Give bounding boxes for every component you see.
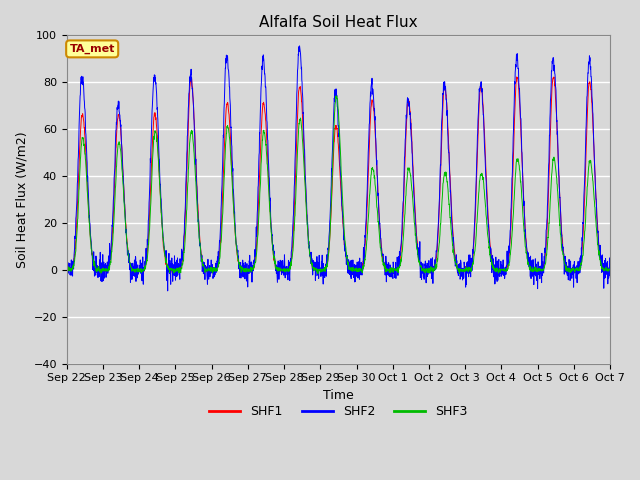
SHF3 bbox=[214, 262, 222, 267]
SHF2 bbox=[574, 270, 582, 276]
SHF3 bbox=[63, 267, 70, 273]
SHF1 bbox=[559, 238, 566, 243]
Title: Alfalfa Soil Heat Flux: Alfalfa Soil Heat Flux bbox=[259, 15, 418, 30]
SHF3 bbox=[574, 267, 582, 273]
SHF2 bbox=[559, 249, 566, 254]
SHF3 bbox=[606, 267, 614, 273]
SHF2 bbox=[164, 288, 172, 294]
SHF3 bbox=[314, 271, 322, 276]
SHF3 bbox=[332, 93, 340, 99]
SHF2 bbox=[63, 260, 70, 265]
SHF2 bbox=[296, 43, 303, 49]
SHF2 bbox=[367, 97, 374, 103]
SHF3 bbox=[559, 248, 566, 254]
Line: SHF2: SHF2 bbox=[67, 46, 610, 291]
SHF2 bbox=[497, 271, 504, 276]
SHF3 bbox=[497, 267, 504, 273]
SHF1 bbox=[214, 262, 222, 267]
SHF3 bbox=[355, 268, 362, 274]
SHF1 bbox=[574, 267, 582, 273]
SHF3 bbox=[367, 182, 374, 188]
Line: SHF1: SHF1 bbox=[67, 77, 610, 273]
SHF2 bbox=[355, 275, 362, 280]
SHF1 bbox=[497, 267, 504, 273]
Legend: SHF1, SHF2, SHF3: SHF1, SHF2, SHF3 bbox=[204, 400, 472, 423]
SHF1 bbox=[513, 74, 520, 80]
SHF1 bbox=[354, 268, 362, 274]
Text: TA_met: TA_met bbox=[70, 44, 115, 54]
SHF1 bbox=[63, 265, 70, 271]
SHF1 bbox=[606, 268, 614, 274]
SHF2 bbox=[214, 261, 222, 266]
SHF1 bbox=[366, 124, 374, 130]
SHF1 bbox=[358, 270, 365, 276]
Line: SHF3: SHF3 bbox=[67, 96, 610, 274]
Y-axis label: Soil Heat Flux (W/m2): Soil Heat Flux (W/m2) bbox=[15, 131, 28, 268]
SHF2 bbox=[606, 267, 614, 273]
X-axis label: Time: Time bbox=[323, 389, 354, 402]
